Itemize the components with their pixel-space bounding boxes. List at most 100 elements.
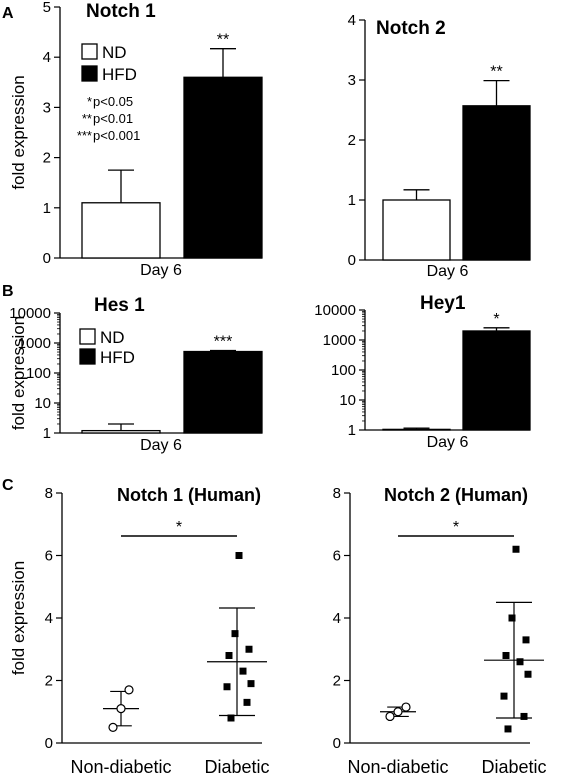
significance-marker: ** <box>490 64 502 81</box>
x-axis-label: Day 6 <box>427 434 469 451</box>
data-point-non-diabetic <box>401 702 411 712</box>
significance-marker: * <box>493 311 499 328</box>
y-tick-label: 6 <box>333 548 341 565</box>
legend-label: HFD <box>102 65 137 84</box>
y-tick-label: 0 <box>43 250 51 267</box>
data-point-diabetic <box>231 630 239 638</box>
y-tick-label: 5 <box>43 0 51 16</box>
data-point-diabetic <box>520 712 528 720</box>
chart-title: Notch 1 (Human) <box>117 485 261 505</box>
key-label: p<0.001 <box>93 128 140 143</box>
data-point-diabetic <box>502 652 510 659</box>
panel-label-c: C <box>2 477 14 494</box>
y-tick-label: 100 <box>331 362 356 379</box>
legend-swatch-nd <box>79 328 96 345</box>
chart-3: 1 10 100 1000 10000 Hes 1 *** Day 6 fold express… <box>9 295 263 454</box>
y-tick-label: 10 <box>34 395 51 412</box>
x-axis-label: Day 6 <box>427 263 469 280</box>
data-point-diabetic <box>504 725 512 733</box>
data-point-diabetic <box>524 670 532 678</box>
key-label: p<0.01 <box>93 111 133 126</box>
x-tick-label: Non-diabetic <box>70 757 171 776</box>
y-tick-label: 10 <box>339 392 356 409</box>
bar-hfd <box>462 330 531 431</box>
key-stars: ** <box>82 111 92 126</box>
data-point-diabetic <box>225 652 233 659</box>
y-tick-label: 1000 <box>323 332 356 349</box>
x-axis-label: Day 6 <box>140 262 182 279</box>
y-tick-label: 8 <box>333 485 341 502</box>
chart-5: 0 2 4 6 8 Notch 1 (Human) Non-diabetic Diabetic… <box>9 485 270 776</box>
panel-label-b: B <box>2 283 14 300</box>
y-tick-label: 100 <box>26 365 51 382</box>
chart-title: Notch 2 <box>376 18 446 39</box>
y-tick-label: 3 <box>348 72 356 89</box>
x-tick-label: Non-diabetic <box>347 757 448 776</box>
bar-nd <box>81 429 161 434</box>
significance-marker: ** <box>217 32 229 49</box>
data-point-diabetic <box>516 658 524 666</box>
key-stars: *** <box>77 128 92 143</box>
x-axis-label: Day 6 <box>140 437 182 454</box>
y-tick-label: 0 <box>45 735 53 752</box>
y-tick-label: 1 <box>348 422 356 439</box>
y-tick-label: 0 <box>333 735 341 752</box>
chart-title: Notch 2 (Human) <box>384 485 528 505</box>
data-point-non-diabetic <box>385 711 395 722</box>
y-tick-label: 4 <box>333 610 341 627</box>
chart-4: 1 10 100 1000 10000 Hey1 * Day 6 <box>314 293 531 451</box>
bar-nd <box>382 428 451 431</box>
x-tick-label: Diabetic <box>481 757 546 776</box>
legend-swatch-nd <box>81 43 98 60</box>
y-tick-label: 2 <box>348 132 356 149</box>
legend-label: ND <box>100 328 125 347</box>
y-axis-label: fold expression <box>9 561 28 675</box>
key-stars: * <box>87 94 92 109</box>
data-point-non-diabetic <box>124 685 134 695</box>
data-point-diabetic <box>522 636 530 644</box>
chart-title: Hey1 <box>420 293 466 314</box>
chart-6: 0 2 4 6 8 Notch 2 (Human) Non-diabetic Diabetic… <box>333 485 547 776</box>
legend-label: HFD <box>100 348 135 367</box>
data-point-diabetic <box>247 680 255 688</box>
bar-nd <box>382 199 451 261</box>
chart-title: Hes 1 <box>94 295 145 316</box>
y-tick-label: 3 <box>43 99 51 116</box>
data-point-diabetic <box>239 667 247 675</box>
data-point-non-diabetic <box>116 704 126 714</box>
panel-label-a: A <box>2 5 14 22</box>
data-point-diabetic <box>223 683 231 691</box>
data-point-diabetic <box>243 698 251 706</box>
chart-2: 0 1 2 3 4 Notch 2 ** Day 6 <box>348 12 531 280</box>
y-tick-label: 2 <box>43 150 51 167</box>
y-tick-label: 10000 <box>9 305 51 322</box>
chart-title: Notch 1 <box>86 1 156 22</box>
y-tick-label: 4 <box>348 12 356 29</box>
y-tick-label: 10000 <box>314 302 356 319</box>
data-point-diabetic <box>500 692 508 700</box>
y-tick-label: 4 <box>43 49 51 66</box>
data-point-diabetic <box>512 545 520 553</box>
y-tick-label: 1 <box>43 200 51 217</box>
significance-marker: *** <box>214 334 233 351</box>
significance-marker: * <box>176 519 182 536</box>
data-point-non-diabetic <box>393 707 403 717</box>
y-tick-label: 2 <box>333 673 341 690</box>
data-point-diabetic <box>245 645 253 653</box>
data-point-diabetic <box>508 614 516 622</box>
data-point-non-diabetic <box>108 722 118 732</box>
y-tick-label: 1000 <box>18 335 51 352</box>
y-tick-label: 1 <box>43 425 51 442</box>
y-tick-label: 4 <box>45 610 53 627</box>
legend-swatch-hfd <box>79 348 96 365</box>
bar-hfd <box>183 350 263 434</box>
y-tick-label: 6 <box>45 548 53 565</box>
chart-1: 0 1 2 3 4 5 Notch 1 ** Day 6 fold expression ND HFD… <box>9 0 263 279</box>
y-axis-label: fold expression <box>9 316 28 430</box>
legend-label: ND <box>102 43 127 62</box>
y-axis-label: fold expression <box>9 75 28 189</box>
bar-hfd <box>183 76 263 259</box>
data-point-diabetic <box>235 552 243 559</box>
x-tick-label: Diabetic <box>204 757 269 776</box>
